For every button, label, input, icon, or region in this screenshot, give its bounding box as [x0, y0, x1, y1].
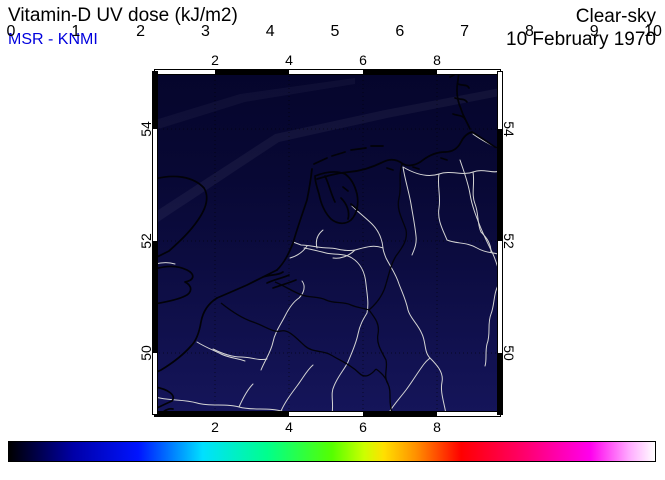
coastline-layer — [155, 72, 500, 414]
colorbar-tick-label: 5 — [330, 23, 340, 40]
source-label: MSR - KNMI — [8, 31, 98, 48]
colorbar-tick-label: 4 — [265, 23, 275, 40]
lat-tick-label-right: 54 — [501, 121, 517, 137]
condition-label: Clear-sky — [575, 6, 656, 27]
lon-tick-label-top: 2 — [211, 52, 219, 68]
condition-date-block: Clear-sky 10 February 1970 — [506, 5, 656, 51]
colorbar-tick-label: 9 — [589, 23, 599, 40]
lon-tick-label-bottom: 2 — [211, 419, 219, 435]
date-label: 10 February 1970 — [506, 29, 656, 50]
colorbar-tick-label: 0 — [6, 23, 16, 40]
lat-tick-label-left: 54 — [138, 121, 154, 137]
colorbar-tick-label: 8 — [524, 23, 534, 40]
colorbar-tick-label: 1 — [71, 23, 81, 40]
colorbar — [8, 441, 656, 462]
colorbar-tick-label: 2 — [136, 23, 146, 40]
lon-tick-label-top: 4 — [285, 52, 293, 68]
lon-tick-label-top: 6 — [359, 52, 367, 68]
lon-tick-label-bottom: 6 — [359, 419, 367, 435]
lon-tick-label-top: 8 — [433, 52, 441, 68]
frame-bottom — [154, 411, 501, 417]
frame-right — [497, 71, 503, 415]
map-svg — [155, 72, 500, 414]
lat-tick-label-left: 50 — [138, 345, 154, 361]
lon-tick-label-bottom: 8 — [433, 419, 441, 435]
colorbar-tick-label: 10 — [644, 23, 662, 40]
map-panel: 2 4 6 8 2 4 6 8 54 52 50 54 52 50 — [138, 52, 517, 435]
border-layer — [220, 163, 408, 414]
colorbar-tick-label: 3 — [200, 23, 210, 40]
river-layer — [155, 133, 500, 414]
frame-top — [154, 69, 501, 75]
plot-title: Vitamin-D UV dose (kJ/m2) — [8, 5, 238, 26]
lon-tick-label-bottom: 4 — [285, 419, 293, 435]
lat-tick-label-right: 50 — [501, 345, 517, 361]
dose-field-layer — [155, 72, 500, 414]
frame-left — [152, 71, 158, 415]
lat-tick-label-left: 52 — [138, 233, 154, 249]
colorbar-tick-label: 6 — [395, 23, 405, 40]
colorbar-tick-label: 7 — [460, 23, 470, 40]
colorbar-gradient — [9, 442, 655, 461]
lat-tick-label-right: 52 — [501, 233, 517, 249]
